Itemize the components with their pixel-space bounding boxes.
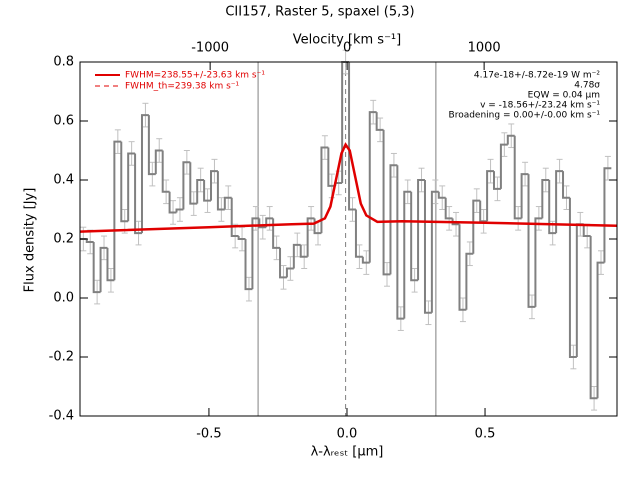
spectrum-step [299,244,308,258]
spectrum-step [182,161,191,210]
spectrum-step [437,191,446,199]
x2-tick-label: 1000 [468,41,501,56]
spectrum-step [375,112,384,131]
spectrum-step [568,197,577,358]
spectrum-step [403,190,412,319]
spectrum-step [279,247,287,279]
y-tick-label: 0.4 [53,173,74,188]
spectrum-step [285,267,294,278]
annotation: 4.17e-18+/-8.72e-19 W m⁻² [474,71,601,81]
spectrum-step [417,179,425,281]
spectrum-step [493,171,501,190]
y-tick-label: 0.8 [53,55,74,70]
spectrum-step [320,146,329,234]
spectrum-step [603,167,612,263]
spectrum-step [292,243,301,269]
spectrum-step [92,241,101,294]
spectrum-step [210,170,218,201]
spectrum-step [327,147,336,187]
spectrum-step [423,180,432,314]
spectrum-step [306,217,315,257]
spectrum-step [354,209,363,258]
spectrum-step [113,140,122,281]
y-axis-label: Flux density [Jy] [23,188,38,293]
spectrum-step [85,239,94,243]
spectrum-step [272,218,281,249]
x-axis-label: λ-λᵣₑₛₜ [μm] [311,445,384,460]
x2-axis-label: Velocity [km s⁻¹] [293,33,401,48]
spectrum-step [216,171,225,211]
x-tick-label: -0.5 [196,427,221,442]
legend-label: FWHM=238.55+/-23.63 km s⁻¹ [125,71,265,81]
x-tick-label: 0.0 [337,427,358,442]
spectrum-step [106,247,115,282]
spectrum-step [368,111,377,263]
y-tick-label: 0.6 [53,114,74,129]
annotation: EQW = 0.04 μm [528,91,600,101]
legend-label: FWHM_th=239.38 km s⁻¹ [125,82,240,92]
spectrum-step [230,197,239,238]
spectrum-step [444,197,453,220]
spectrum-step [534,217,543,307]
spectrum-step [548,180,557,235]
spectrum-step [513,135,522,220]
spectrum-step [99,246,108,293]
spectrum-step [582,224,591,238]
spectrum-step [527,174,536,308]
spectrum-step [161,150,170,193]
y-tick-label: -0.4 [49,409,74,424]
spectrum-step [382,129,391,276]
spectrum-step [479,200,488,223]
spectrum-step [223,196,232,210]
spectrum-step [258,218,267,229]
annotation: 4.78σ [574,81,600,91]
spectrum-step [120,141,129,223]
spectrum-step [458,224,467,311]
spectrum-step [430,190,439,313]
spectrum-step [396,165,405,320]
x2-tick-label: 0 [343,41,351,56]
spectrum-step [140,114,149,234]
spectrum-step [499,143,508,189]
spectrum-step [251,217,260,290]
x2-tick-label: -1000 [191,41,229,56]
spectrum-step [175,208,184,213]
spectrum-step [472,199,481,254]
spectrum-step [348,62,356,211]
y-tick-label: 0.0 [53,291,74,306]
x-tick-label: 0.5 [475,427,496,442]
y-tick-label: 0.2 [53,232,74,247]
spectrum-step [361,256,370,264]
spectrum-step [541,179,550,219]
spectrum-step [237,236,246,240]
spectrum-step [486,170,495,222]
spectrum-step [589,236,598,400]
spectrum-step [127,152,136,222]
spectrum-step [596,261,605,399]
spectrum-step [147,115,156,176]
spectrum-step [168,191,177,214]
spectrum-step [520,173,529,219]
annotation: Broadening = 0.00+/-0.00 km s⁻¹ [449,111,601,121]
annotation: v = -18.56+/-23.24 km s⁻¹ [480,101,600,111]
spectrum-step [506,134,515,145]
spectrum-step [562,171,570,199]
spectrum-step [203,180,212,202]
chart-title: CII157, Raster 5, spaxel (5,3) [225,5,414,20]
y-tick-label: -0.2 [49,350,74,365]
spectrum-step [196,179,205,204]
spectrum-step [244,239,253,291]
spectrum-step [389,164,398,275]
fit-line [79,142,618,233]
spectrum-step [465,252,474,310]
spectrum-step [134,153,142,235]
spectrum-step [555,170,564,234]
spectrum-step [189,162,198,205]
spectrum-step [154,149,163,175]
spectrum-step [451,218,460,226]
